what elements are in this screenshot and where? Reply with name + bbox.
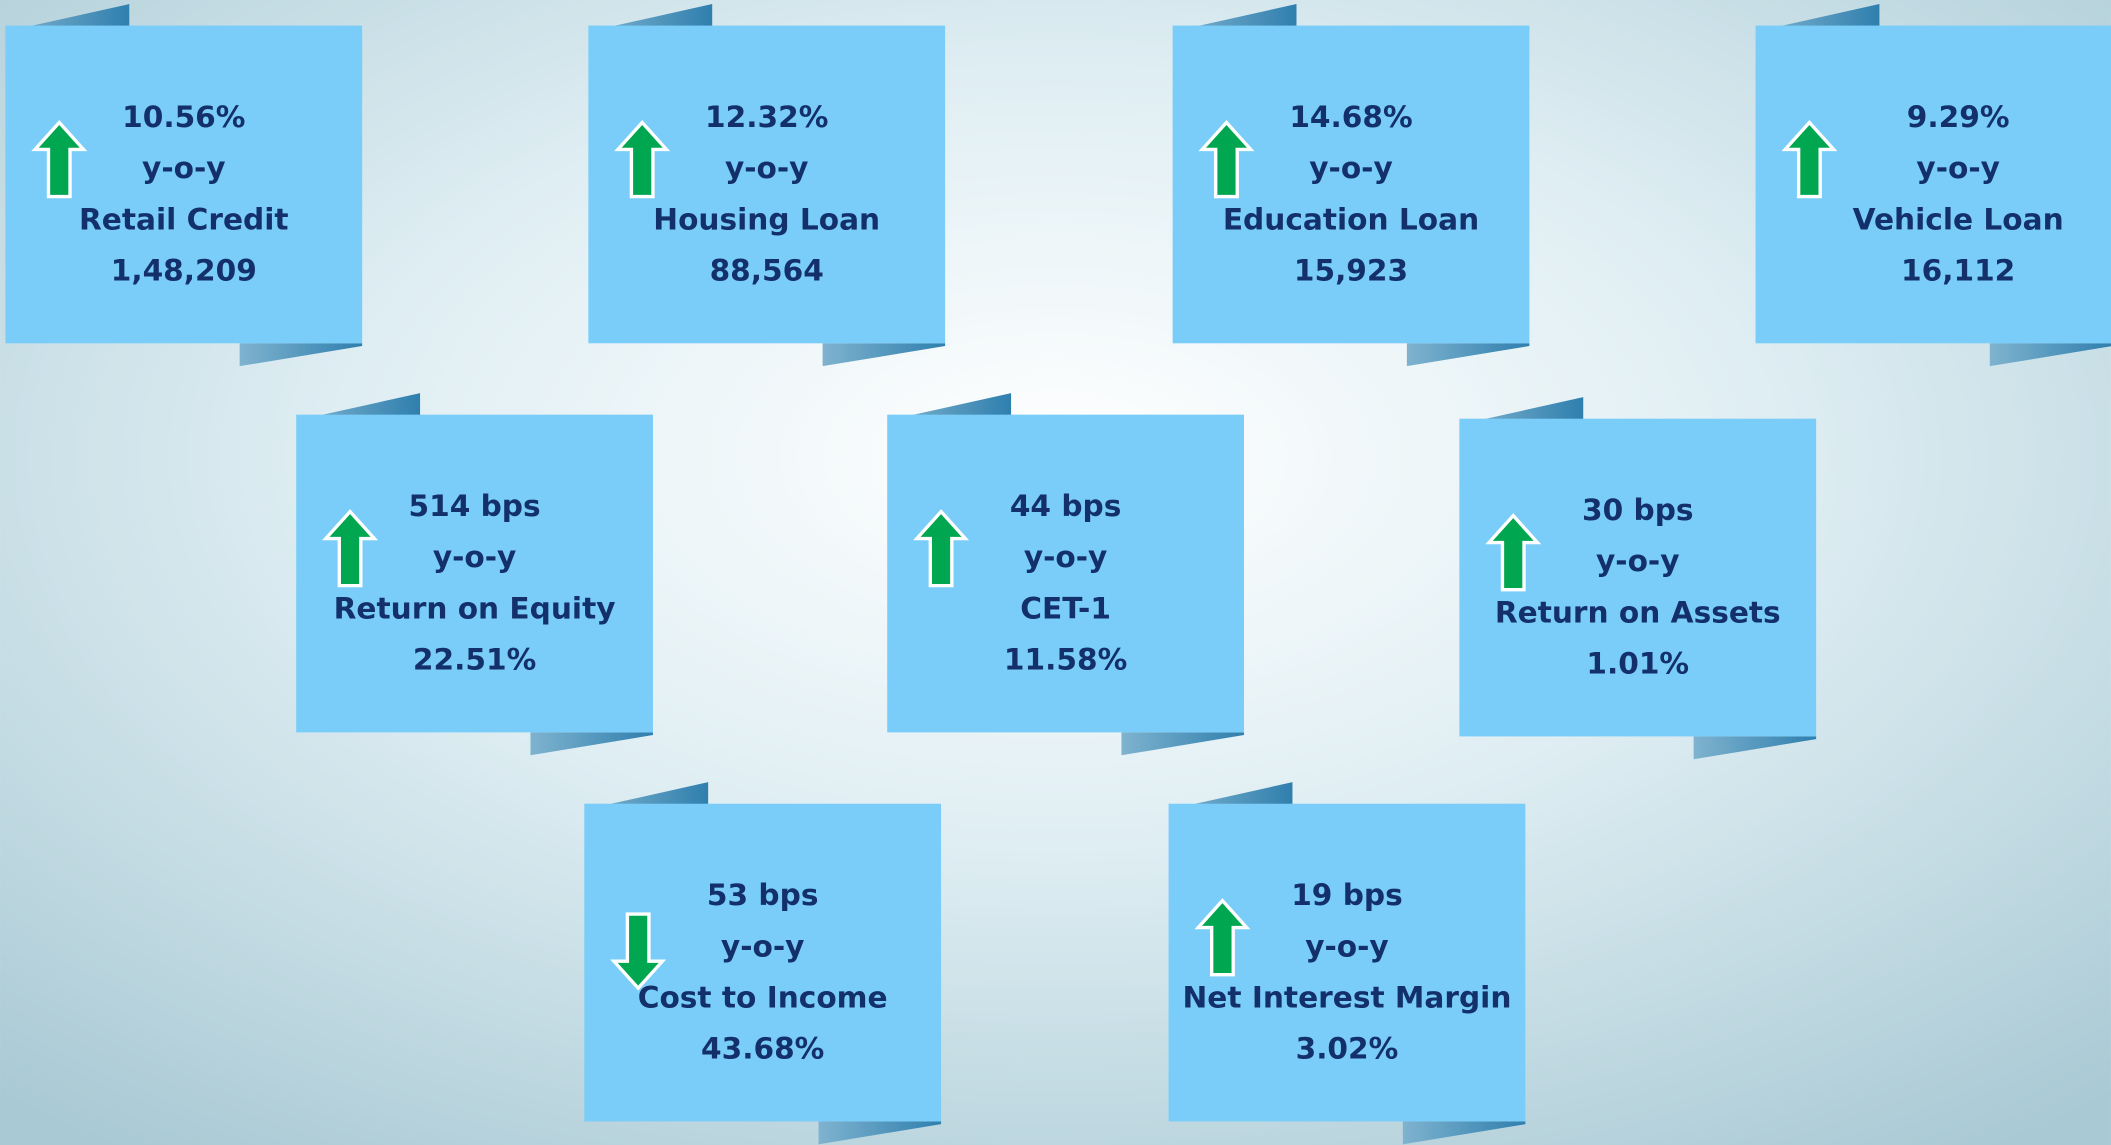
arrow-up xyxy=(1194,898,1251,977)
card-value: 15,923 xyxy=(1294,253,1408,287)
card-value: 11.58% xyxy=(1004,643,1127,677)
card-change: 12.32% xyxy=(705,100,828,134)
card-period: y-o-y xyxy=(142,151,226,185)
card-change: 9.29% xyxy=(1907,100,2010,134)
ribbon-tab xyxy=(1693,736,1817,760)
card-period: y-o-y xyxy=(1916,151,2000,185)
card: 12.32% y-o-y Housing Loan 88,564 xyxy=(588,4,946,367)
ribbon-tab xyxy=(818,1121,942,1145)
card-value: 1.01% xyxy=(1586,647,1689,681)
card-value: 1,48,209 xyxy=(111,253,257,287)
ribbon-tab xyxy=(586,782,709,810)
ribbon-tab xyxy=(239,343,363,367)
arrow-up xyxy=(1781,119,1838,199)
card-value: 16,112 xyxy=(1901,253,2015,287)
arrow-up xyxy=(614,119,671,199)
arrow-up xyxy=(913,509,970,588)
card-period: y-o-y xyxy=(1309,151,1393,185)
ribbon-tab xyxy=(1402,1121,1526,1145)
ribbon-tab xyxy=(1758,4,1880,31)
arrow-up xyxy=(1198,119,1255,199)
ribbon-tab xyxy=(1989,343,2111,367)
card-label: Net Interest Margin xyxy=(1183,980,1512,1014)
card-change: 10.56% xyxy=(122,100,245,134)
card: 44 bps y-o-y CET-1 11.58% xyxy=(887,393,1244,756)
card-period: y-o-y xyxy=(721,929,805,963)
ribbon-tab xyxy=(1462,397,1584,425)
card: 30 bps y-o-y Return on Assets 1.01% xyxy=(1459,397,1817,760)
card-value: 88,564 xyxy=(710,253,824,287)
card-change: 44 bps xyxy=(1010,489,1122,523)
ribbon-tab xyxy=(298,393,421,421)
ribbon-tab xyxy=(822,343,946,367)
card: 9.29% y-o-y Vehicle Loan 16,112 xyxy=(1755,4,2111,367)
ribbon-tab xyxy=(1171,782,1293,810)
card-value: 43.68% xyxy=(701,1032,824,1066)
card-period: y-o-y xyxy=(725,151,809,185)
card-change: 30 bps xyxy=(1582,493,1694,527)
card-change: 14.68% xyxy=(1289,100,1412,134)
ribbon-tab xyxy=(1121,732,1244,756)
card-change: 19 bps xyxy=(1291,878,1403,912)
card: 14.68% y-o-y Education Loan 15,923 xyxy=(1172,4,1530,367)
ribbon-tab xyxy=(1406,343,1530,367)
card-label: Vehicle Loan xyxy=(1853,202,2064,236)
ribbon-tab xyxy=(530,732,653,756)
card-label: Retail Credit xyxy=(79,202,289,236)
card-label: Return on Assets xyxy=(1495,595,1781,629)
arrow-up xyxy=(322,509,379,588)
arrow-down xyxy=(610,912,667,991)
card-period: y-o-y xyxy=(1305,929,1389,963)
card-period: y-o-y xyxy=(433,540,517,574)
card: 53 bps y-o-y Cost to Income 43.68% xyxy=(584,782,942,1145)
card-value: 22.51% xyxy=(413,643,536,677)
card-period: y-o-y xyxy=(1596,544,1680,578)
card-label: Return on Equity xyxy=(334,591,616,625)
card-label: Education Loan xyxy=(1223,202,1479,236)
card: 514 bps y-o-y Return on Equity 22.51% xyxy=(296,393,653,756)
cards: 10.56% y-o-y Retail Credit 1,48,209 12.32% y-… xyxy=(5,4,2111,1145)
card-change: 53 bps xyxy=(707,878,819,912)
card-label: CET-1 xyxy=(1020,591,1111,625)
card: 10.56% y-o-y Retail Credit 1,48,209 xyxy=(5,4,363,367)
ribbon-tab xyxy=(889,393,1012,421)
card: 19 bps y-o-y Net Interest Margin 3.02% xyxy=(1168,782,1526,1145)
card-period: y-o-y xyxy=(1024,540,1108,574)
card-value: 3.02% xyxy=(1296,1032,1399,1066)
arrow-up xyxy=(31,119,88,199)
card-change: 514 bps xyxy=(409,489,541,523)
arrow-up xyxy=(1485,513,1542,592)
card-label: Housing Loan xyxy=(653,202,880,236)
card-label: Cost to Income xyxy=(638,980,888,1014)
